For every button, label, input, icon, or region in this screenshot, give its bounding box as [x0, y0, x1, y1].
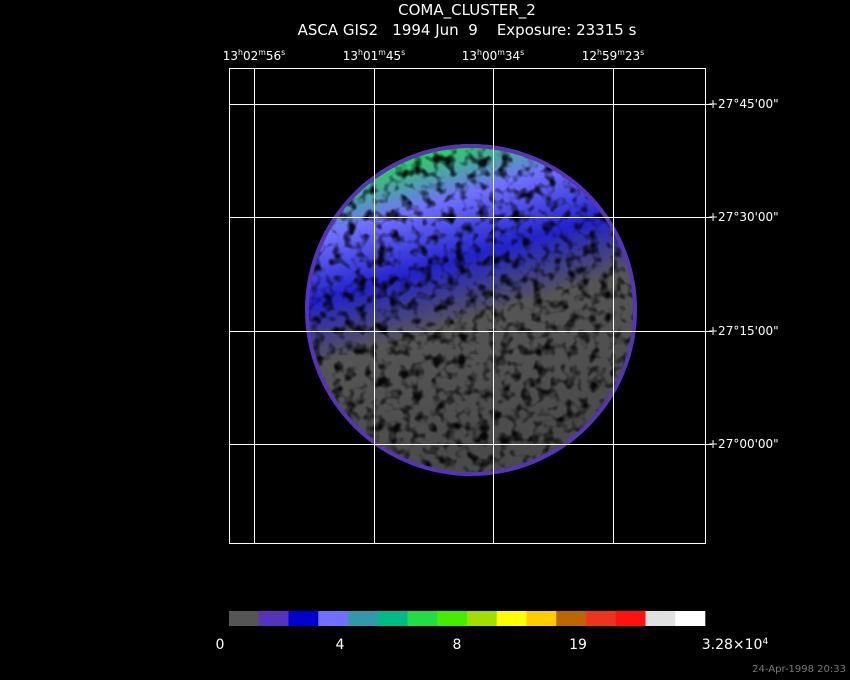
dec-label: +27°30'00"	[708, 210, 779, 224]
superscript: h	[597, 48, 602, 57]
ra-label: 13h00m34s	[462, 48, 524, 63]
label-part: 3.28×10	[702, 637, 763, 653]
dec-label: +27°00'00"	[708, 437, 779, 451]
colorbar-swatch	[645, 611, 676, 626]
superscript: h	[358, 48, 363, 57]
colorbar-label: 0	[216, 637, 225, 653]
label-part: 13	[462, 49, 477, 63]
label-part: 59	[602, 49, 617, 63]
colorbar-swatch	[229, 611, 260, 626]
label-part: 23	[625, 49, 640, 63]
ra-label: 13h01m45s	[343, 48, 405, 63]
superscript: m	[258, 48, 266, 57]
label-part: 56	[266, 49, 281, 63]
superscript: s	[640, 48, 644, 57]
colorbar-swatch	[258, 611, 289, 626]
superscript: m	[497, 48, 505, 57]
colorbar-swatch	[318, 611, 349, 626]
colorbar-swatch	[467, 611, 498, 626]
superscript: h	[477, 48, 482, 57]
colorbar-swatch	[556, 611, 587, 626]
label-part: 8	[453, 637, 462, 653]
label-part: 01	[363, 49, 378, 63]
label-part: 12	[582, 49, 597, 63]
colorbar-swatch	[586, 611, 617, 626]
label-part: 45	[386, 49, 401, 63]
xray-image	[305, 144, 637, 476]
colorbar-swatch	[496, 611, 527, 626]
ra-label: 13h02m56s	[223, 48, 285, 63]
colorbar-swatch	[526, 611, 557, 626]
coordinate-grid	[229, 68, 712, 543]
superscript: h	[238, 48, 243, 57]
colorbar-swatch	[675, 611, 706, 626]
label-part: 19	[569, 637, 587, 653]
colorbar-swatch	[348, 611, 379, 626]
image-title: COMA_CLUSTER_2	[398, 1, 536, 20]
colorbar-swatch	[615, 611, 646, 626]
dec-label: +27°45'00"	[708, 97, 779, 111]
colorbar-swatch	[407, 611, 438, 626]
label-part: 13	[223, 49, 238, 63]
label-part: 13	[343, 49, 358, 63]
image-subtitle: ASCA GIS2 1994 Jun 9 Exposure: 23315 s	[298, 21, 637, 39]
colorbar-swatch	[437, 611, 468, 626]
superscript: s	[401, 48, 405, 57]
superscript: m	[617, 48, 625, 57]
colorbar-label: 3.28×104	[702, 637, 769, 653]
ra-label: 12h59m23s	[582, 48, 644, 63]
label-part: 00	[482, 49, 497, 63]
superscript: m	[378, 48, 386, 57]
label-part: 34	[505, 49, 520, 63]
colorbar-swatch	[377, 611, 408, 626]
superscript: 4	[762, 637, 768, 647]
colorbar-label: 19	[569, 637, 587, 653]
label-part: 0	[216, 637, 225, 653]
dec-label: +27°15'00"	[708, 324, 779, 338]
timestamp: 24-Apr-1998 20:33	[752, 664, 846, 675]
colorbar-label: 4	[336, 637, 345, 653]
superscript: s	[520, 48, 524, 57]
colorbar-swatch	[288, 611, 319, 626]
label-part: 4	[336, 637, 345, 653]
colorbar-label: 8	[453, 637, 462, 653]
plot-frame	[229, 68, 706, 544]
label-part: 02	[243, 49, 258, 63]
superscript: s	[281, 48, 285, 57]
